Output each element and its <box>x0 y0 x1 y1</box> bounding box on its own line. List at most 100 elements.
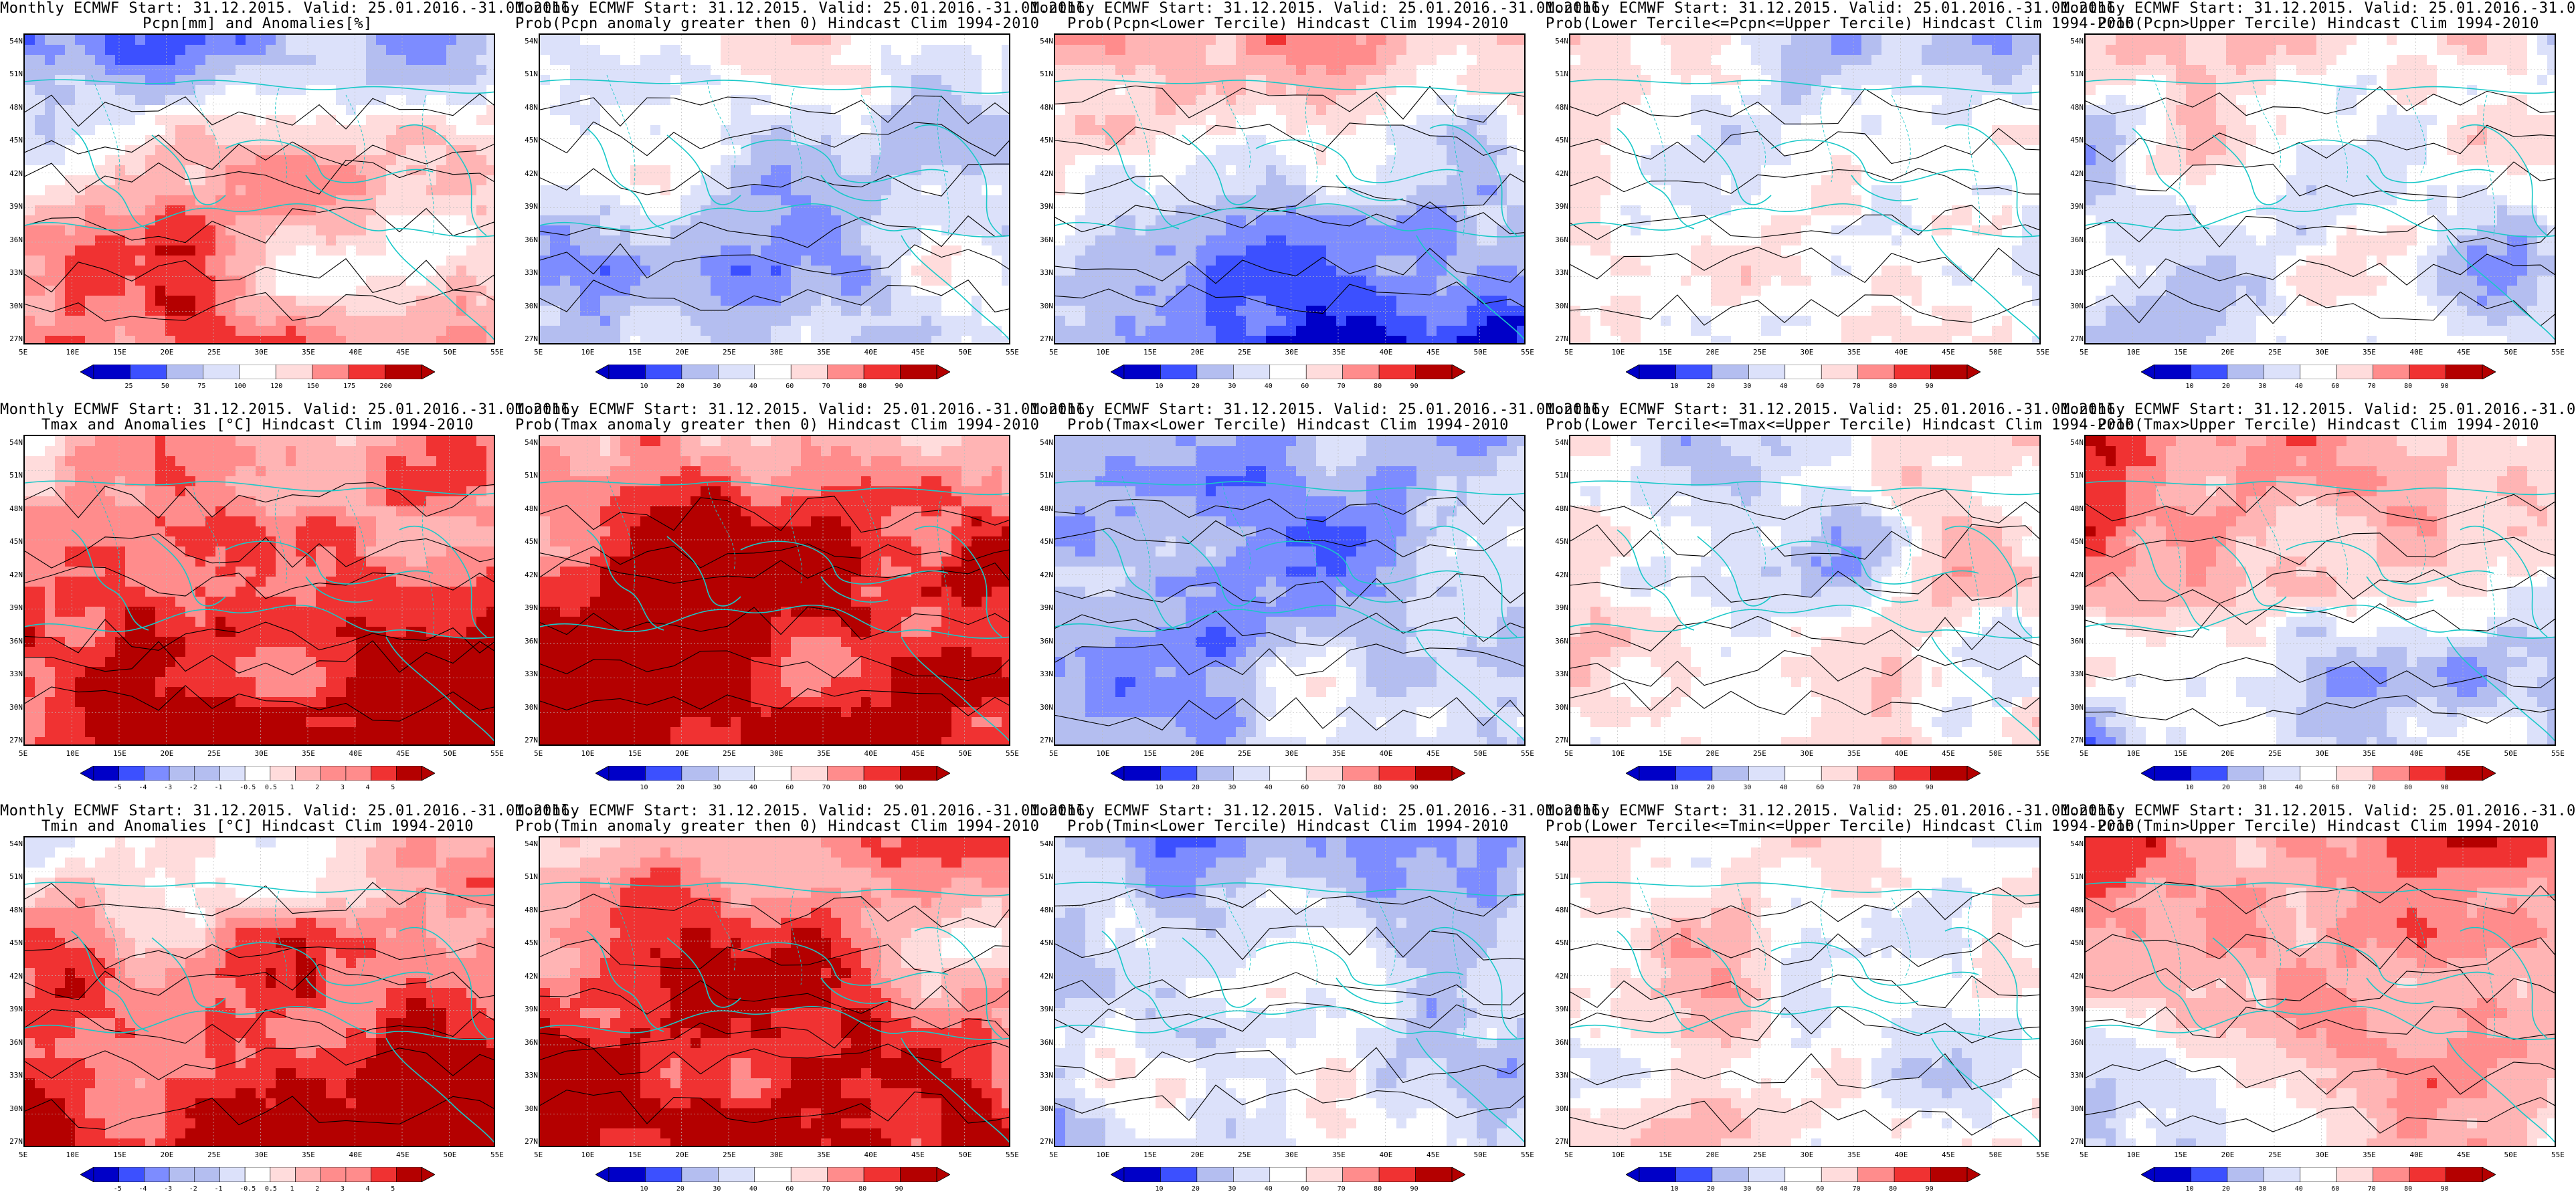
lon-tick-label: 15E <box>113 348 126 357</box>
lon-tick-label: 50E <box>444 749 457 758</box>
lat-tick-label: 54N <box>3 37 23 45</box>
colorbar-tick-label: 60 <box>2331 1185 2339 1193</box>
colorbar <box>1111 1167 1465 1182</box>
lat-tick-label: 42N <box>2063 169 2084 178</box>
lat-tick-label: 51N <box>1033 70 1053 78</box>
lon-tick-label: 5E <box>19 749 27 758</box>
lon-tick-label: 20E <box>1706 348 1720 357</box>
lat-tick-label: 39N <box>1033 603 1053 612</box>
colorbar-tick-label: 80 <box>2404 383 2412 390</box>
colorbar-tick-label: 10 <box>640 1185 648 1193</box>
lon-tick-label: 15E <box>2174 1150 2187 1159</box>
colorbar-tick-label: 10 <box>640 383 648 390</box>
country-borders <box>606 74 950 236</box>
lat-tick-label: 36N <box>518 235 538 244</box>
lon-tick-label: 15E <box>628 1150 642 1159</box>
lon-tick-label: 20E <box>1191 348 1204 357</box>
panel-subtitle: Prob(Tmin anomaly greater then 0) Hindca… <box>515 819 1039 834</box>
lon-tick-label: 10E <box>581 1150 595 1159</box>
lat-tick-label: 39N <box>518 202 538 211</box>
colorbar-tick-label: 2 <box>315 1185 319 1193</box>
panel-title: Monthly ECMWF Start: 31.12.2015. Valid: … <box>515 804 1094 819</box>
country-borders <box>1637 74 1981 236</box>
lat-tick-label: 33N <box>1033 268 1053 277</box>
shaded-field <box>2086 837 2555 1146</box>
lon-tick-label: 30E <box>2316 749 2329 758</box>
coastline <box>2086 480 2555 742</box>
panel-title: Monthly ECMWF Start: 31.12.2015. Valid: … <box>515 1 1094 16</box>
panel-title: Monthly ECMWF Start: 31.12.2015. Valid: … <box>1030 804 1609 819</box>
lat-tick-label: 27N <box>1033 334 1053 343</box>
lat-tick-label: 30N <box>1033 302 1053 310</box>
colorbar-tick-label: 80 <box>1374 784 1382 791</box>
colorbar-tick-label: 30 <box>1228 784 1236 791</box>
lat-tick-label: 51N <box>2063 872 2084 881</box>
colorbar-tick-label: 60 <box>2331 383 2339 390</box>
lon-tick-label: 45E <box>911 1150 925 1159</box>
colorbar-tick-label: 90 <box>1926 383 1934 390</box>
shaded-field <box>1570 35 2039 343</box>
lat-tick-label: 45N <box>3 537 23 546</box>
lon-tick-label: 35E <box>1332 749 1346 758</box>
colorbar-tick-label: 1 <box>290 784 294 791</box>
lon-tick-label: 25E <box>2268 348 2282 357</box>
lat-tick-label: 54N <box>3 839 23 848</box>
isolines <box>1570 887 2039 1136</box>
lat-tick-label: 33N <box>3 1071 23 1080</box>
colorbar-tick-label: 60 <box>1816 784 1824 791</box>
panel-title: Monthly ECMWF Start: 31.12.2015. Valid: … <box>2061 403 2576 417</box>
lat-tick-label: 36N <box>3 1038 23 1047</box>
lat-tick-label: 33N <box>1033 670 1053 678</box>
lat-tick-label: 36N <box>3 235 23 244</box>
lon-tick-label: 15E <box>1659 348 1672 357</box>
lon-tick-label: 55E <box>2036 1150 2049 1159</box>
colorbar-tick-label: 40 <box>1780 383 1788 390</box>
lat-tick-label: 42N <box>2063 972 2084 981</box>
lon-tick-label: 5E <box>1049 749 1058 758</box>
lon-tick-label: 20E <box>676 749 689 758</box>
coastline <box>1055 79 1524 340</box>
country-borders <box>2152 476 2496 637</box>
lat-tick-label: 27N <box>518 334 538 343</box>
lat-tick-label: 51N <box>1033 872 1053 881</box>
lon-tick-label: 40E <box>349 749 363 758</box>
lon-tick-label: 10E <box>1612 1150 1625 1159</box>
colorbar-tick-label: -1 <box>214 1185 222 1193</box>
isolines <box>25 482 494 722</box>
isolines <box>540 496 1009 716</box>
lon-tick-label: 55E <box>2551 1150 2565 1159</box>
lon-tick-label: 25E <box>207 348 221 357</box>
lon-tick-label: 10E <box>1097 749 1110 758</box>
lat-tick-label: 42N <box>3 972 23 981</box>
colorbar-tick-label: 10 <box>2185 784 2193 791</box>
panel-subtitle: Prob(Tmax anomaly greater then 0) Hindca… <box>515 418 1039 433</box>
forecast-panel: Monthly ECMWF Start: 31.12.2015. Valid: … <box>0 401 579 803</box>
lon-tick-label: 50E <box>444 348 457 357</box>
lon-tick-label: 30E <box>2316 1150 2329 1159</box>
lon-tick-label: 55E <box>1006 348 1019 357</box>
colorbar-tick-label: 20 <box>2222 784 2230 791</box>
lon-tick-label: 15E <box>628 348 642 357</box>
colorbar-tick-label: 40 <box>2295 784 2303 791</box>
coastline <box>540 882 1009 1143</box>
lon-tick-label: 5E <box>2080 1150 2088 1159</box>
panel-title: Monthly ECMWF Start: 31.12.2015. Valid: … <box>1546 403 2124 417</box>
lat-tick-label: 27N <box>518 736 538 744</box>
colorbar <box>1626 766 1981 781</box>
lon-tick-label: 10E <box>1612 749 1625 758</box>
panel-title: Monthly ECMWF Start: 31.12.2015. Valid: … <box>0 804 579 819</box>
map-plot-area <box>23 33 495 344</box>
lat-tick-label: 36N <box>1548 1038 1568 1047</box>
colorbar-tick-label: -5 <box>114 784 122 791</box>
colorbar-tick-label: 80 <box>1374 1185 1382 1193</box>
isolines <box>1570 88 2039 326</box>
colorbar-tick-label: 20 <box>676 383 684 390</box>
lat-tick-label: 33N <box>1548 1071 1568 1080</box>
lon-tick-label: 50E <box>959 348 972 357</box>
lat-tick-label: 33N <box>518 670 538 678</box>
colorbar-tick-label: 20 <box>1192 1185 1200 1193</box>
lat-tick-label: 48N <box>3 103 23 112</box>
colorbar-tick-label: 10 <box>1155 1185 1163 1193</box>
lon-tick-label: 35E <box>1332 1150 1346 1159</box>
colorbar-tick-label: 40 <box>749 1185 757 1193</box>
